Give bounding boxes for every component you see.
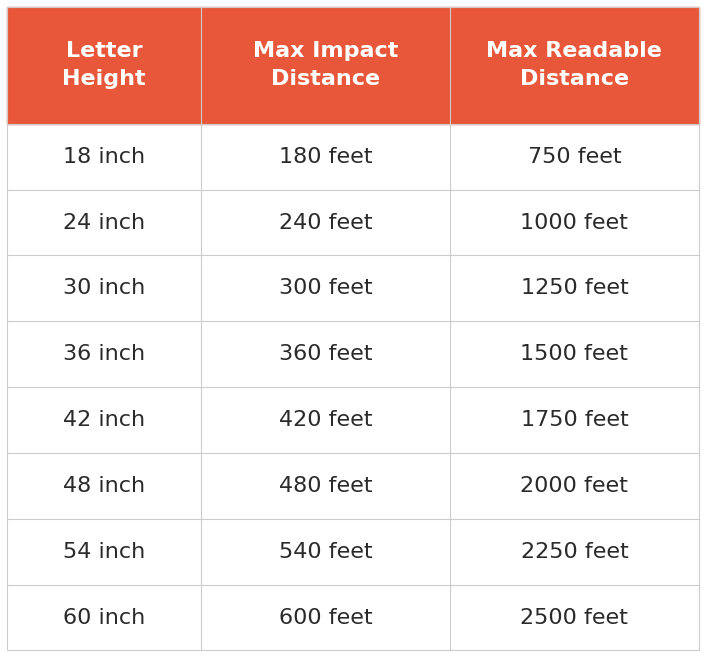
Bar xyxy=(7,256,201,321)
Text: 18 inch: 18 inch xyxy=(63,147,145,167)
Bar xyxy=(7,585,201,650)
Text: 300 feet: 300 feet xyxy=(278,279,372,298)
Text: 30 inch: 30 inch xyxy=(63,279,145,298)
Bar xyxy=(7,453,201,519)
Text: 1750 feet: 1750 feet xyxy=(520,410,628,430)
Bar xyxy=(201,321,450,387)
Text: 420 feet: 420 feet xyxy=(279,410,372,430)
Text: 1500 feet: 1500 feet xyxy=(520,344,628,364)
Bar xyxy=(7,321,201,387)
Bar xyxy=(201,190,450,256)
Bar xyxy=(201,7,450,124)
Bar xyxy=(201,453,450,519)
Bar xyxy=(7,190,201,256)
Text: 36 inch: 36 inch xyxy=(63,344,145,364)
Bar xyxy=(7,519,201,585)
Bar xyxy=(450,256,699,321)
Text: 750 feet: 750 feet xyxy=(527,147,621,167)
Text: Max Impact
Distance: Max Impact Distance xyxy=(253,41,398,89)
Bar xyxy=(201,124,450,190)
Bar xyxy=(450,387,699,453)
Text: Letter
Height: Letter Height xyxy=(62,41,145,89)
Bar xyxy=(450,585,699,650)
Text: 2000 feet: 2000 feet xyxy=(520,476,628,496)
Bar xyxy=(201,256,450,321)
Bar xyxy=(7,7,201,124)
Text: 540 feet: 540 feet xyxy=(278,541,372,562)
Bar xyxy=(450,519,699,585)
Text: 24 inch: 24 inch xyxy=(63,212,145,233)
Bar xyxy=(7,387,201,453)
Text: 48 inch: 48 inch xyxy=(63,476,145,496)
Text: 240 feet: 240 feet xyxy=(279,212,372,233)
Bar xyxy=(450,7,699,124)
Bar xyxy=(450,321,699,387)
Text: 42 inch: 42 inch xyxy=(63,410,145,430)
Text: 600 feet: 600 feet xyxy=(278,608,372,627)
Text: 1250 feet: 1250 feet xyxy=(520,279,628,298)
Text: Max Readable
Distance: Max Readable Distance xyxy=(486,41,662,89)
Bar xyxy=(450,453,699,519)
Bar xyxy=(450,190,699,256)
Bar xyxy=(7,124,201,190)
Text: 360 feet: 360 feet xyxy=(279,344,372,364)
Bar xyxy=(201,519,450,585)
Text: 480 feet: 480 feet xyxy=(279,476,372,496)
Text: 60 inch: 60 inch xyxy=(63,608,145,627)
Text: 54 inch: 54 inch xyxy=(63,541,145,562)
Text: 2500 feet: 2500 feet xyxy=(520,608,628,627)
Bar xyxy=(201,585,450,650)
Text: 180 feet: 180 feet xyxy=(279,147,372,167)
Bar xyxy=(450,124,699,190)
Text: 1000 feet: 1000 feet xyxy=(520,212,628,233)
Bar xyxy=(201,387,450,453)
Text: 2250 feet: 2250 feet xyxy=(520,541,628,562)
